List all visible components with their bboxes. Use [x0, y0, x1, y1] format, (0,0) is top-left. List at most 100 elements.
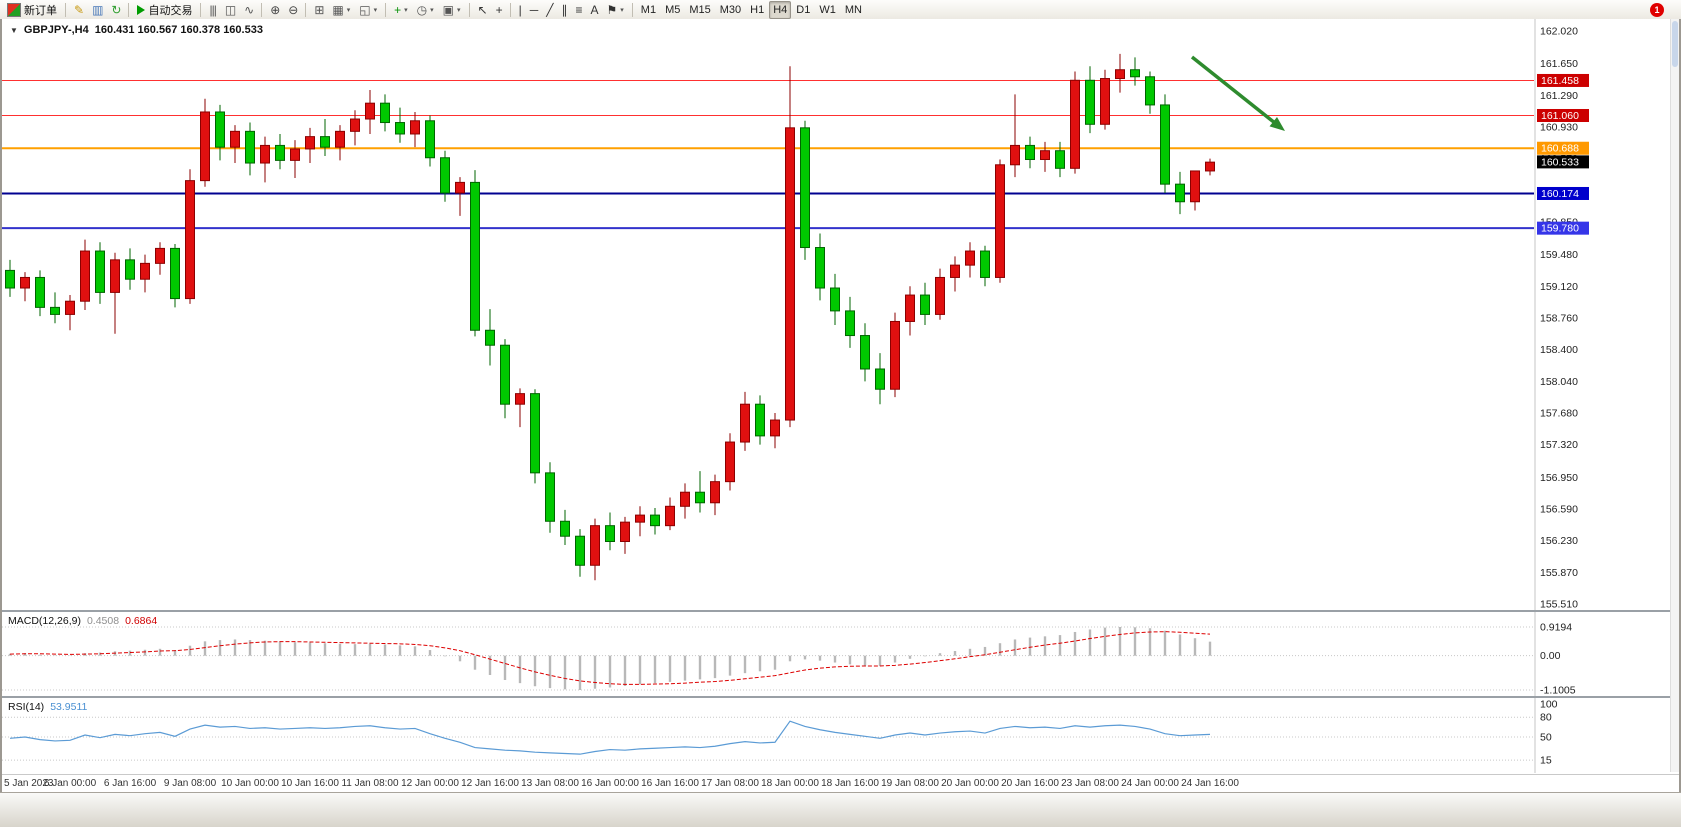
toolbar-separator	[128, 2, 130, 17]
auto-trading-button[interactable]: 自动交易	[133, 1, 196, 19]
svg-text:159.780: 159.780	[1541, 223, 1579, 235]
crosshair-button[interactable]: +	[492, 1, 506, 19]
autotrading-play-icon	[137, 4, 146, 15]
timeframe-h4[interactable]: H4	[769, 0, 792, 19]
candlestick-chart-button[interactable]: ◫	[221, 1, 239, 19]
timeframe-m1[interactable]: M1	[640, 3, 657, 16]
period-button[interactable]: ◷ ▾	[413, 1, 438, 19]
chart-dropdown-icon[interactable]: ▼	[10, 25, 18, 35]
dropdown-caret-icon: ▾	[404, 6, 408, 14]
crosshair-icon: +	[495, 2, 503, 17]
horizontal-line-button[interactable]: ─	[526, 1, 542, 19]
tile-windows-button[interactable]: ⊞	[310, 1, 327, 19]
trendline-button[interactable]: ╱	[542, 1, 556, 19]
template-button[interactable]: ▣ ▾	[439, 1, 465, 19]
new-order-icon	[7, 2, 21, 17]
time-axis: 5 Jan 2023 6 Jan 00:00 6 Jan 16:00 9 Jan 08…	[2, 774, 1679, 793]
rsi-scale-label: 80	[1540, 712, 1552, 724]
price-tick-label: 162.020	[1540, 26, 1578, 38]
bar-chart-button[interactable]: |||	[205, 1, 219, 19]
line-chart-button[interactable]: ∿	[240, 1, 257, 19]
timeframe-mn[interactable]: MN	[844, 3, 862, 16]
chart-symbol-period: GBPJPY-,H4	[23, 24, 89, 36]
panel-splitter[interactable]	[2, 610, 1679, 612]
price-tick-label: 155.870	[1540, 567, 1578, 579]
price-chart[interactable]: 162.020161.650161.290160.930160.570160.2…	[2, 19, 1679, 610]
zoom-out-button[interactable]: ⊖	[284, 1, 301, 19]
vertical-line-icon: |	[518, 2, 522, 17]
clock-icon: ◷	[416, 2, 428, 17]
vertical-scrollbar[interactable]	[1670, 19, 1679, 772]
chart-title: ▼ GBPJPY-,H4 160.431 160.567 160.378 160…	[10, 24, 263, 36]
svg-text:161.458: 161.458	[1541, 75, 1579, 87]
panel-splitter[interactable]	[2, 696, 1679, 698]
price-tick-label: 155.510	[1540, 599, 1578, 611]
dropdown-caret-icon: ▾	[346, 6, 351, 14]
price-tick-label: 157.320	[1540, 439, 1578, 451]
arrow-label-icon: ⚑	[606, 2, 618, 17]
vertical-line-button[interactable]: |	[515, 1, 525, 19]
horizontal-line-icon: ─	[529, 2, 538, 17]
timeframe-w1[interactable]: W1	[819, 3, 836, 16]
zoom-in-button[interactable]: ⊕	[266, 1, 283, 19]
text-button[interactable]: A	[587, 1, 602, 19]
price-tick-label: 158.040	[1540, 376, 1578, 388]
timeframe-m5[interactable]: M5	[665, 3, 681, 16]
rsi-scale-label: 50	[1540, 732, 1552, 744]
time-axis-label: 12 Jan 00:00	[401, 778, 459, 789]
price-tick-label: 161.650	[1540, 58, 1578, 70]
dropdown-caret-icon: ▾	[620, 6, 624, 14]
timeframe-m15[interactable]: M15	[689, 3, 711, 16]
toolbar-separator	[509, 2, 511, 17]
timeframe-toolbar: M1 M5 M15 M30 H1 H4 D1 W1 MN	[637, 0, 866, 19]
toolbar-separator	[631, 2, 633, 17]
fibonacci-button[interactable]: ≡	[571, 1, 585, 19]
macd-label: MACD(12,26,9)	[8, 615, 81, 627]
metaeditor-button[interactable]: ✎	[70, 1, 87, 19]
macd-main-value: 0.4508	[86, 615, 120, 627]
toolbar-separator	[200, 2, 202, 17]
rsi-label: RSI(14)	[8, 701, 45, 713]
svg-text:160.174: 160.174	[1541, 188, 1579, 200]
add-indicator-button[interactable]: + ▾	[390, 1, 412, 19]
zoom-in-icon: ⊕	[270, 2, 280, 17]
price-tick-label: 158.400	[1540, 344, 1578, 356]
arrange-windows-button[interactable]: ▦ ▾	[328, 1, 354, 19]
timeframe-m30[interactable]: M30	[719, 3, 742, 16]
time-axis-label: 9 Jan 08:00	[163, 778, 217, 789]
time-axis-label: 10 Jan 00:00	[221, 778, 279, 789]
trend-arrow[interactable]	[1190, 55, 1279, 127]
price-tick-label: 159.480	[1540, 249, 1578, 261]
refresh-button[interactable]: ↻	[107, 1, 124, 19]
cursor-button[interactable]: ↖	[474, 1, 491, 19]
price-level-label	[1537, 186, 1589, 200]
price-tick-label: 160.930	[1540, 121, 1578, 133]
arrows-button[interactable]: ⚑ ▾	[603, 1, 628, 19]
macd-panel[interactable]: 0.9194 0.00 -1.1005	[2, 612, 1679, 696]
template-icon: ▣	[442, 2, 454, 17]
channel-button[interactable]: ∥	[557, 1, 570, 19]
time-axis-label: 5 Jan 2023	[4, 778, 54, 789]
rsi-scale-label: 100	[1540, 699, 1558, 711]
scrollbar-thumb[interactable]	[1672, 21, 1678, 67]
toolbar-separator	[261, 2, 263, 17]
svg-text:161.060: 161.060	[1541, 110, 1579, 122]
macd-header: MACD(12,26,9) 0.4508 0.6864	[8, 615, 157, 627]
timeframe-h1[interactable]: H1	[750, 3, 765, 16]
rsi-scale-label: 15	[1540, 755, 1552, 767]
trend-arrow-head[interactable]	[1269, 116, 1285, 131]
cascade-windows-button[interactable]: ◱ ▾	[355, 1, 381, 19]
svg-text:160.533: 160.533	[1541, 156, 1579, 168]
notification-badge[interactable]: 1	[1650, 2, 1664, 17]
new-order-button[interactable]: 新订单	[3, 1, 61, 19]
metaeditor-icon: ✎	[74, 2, 84, 17]
add-indicator-icon: +	[394, 2, 401, 17]
timeframe-d1[interactable]: D1	[796, 3, 811, 16]
macd-histogram	[8, 626, 1212, 690]
price-level-label	[1537, 108, 1589, 122]
toolbar: 新订单 ✎ ▥ ↻ 自动交易 ||| ◫ ∿ ⊕ ⊖ ⊞ ▦ ▾ ◱ ▾ + ▾ ◷ ▾ ▣ ▾ ↖ + | ─ ╱ ∥ ≡ A ⚑ ▾ M…	[0, 0, 1681, 20]
new-chart-button[interactable]: ▥	[88, 1, 106, 19]
svg-text:160.688: 160.688	[1541, 143, 1579, 155]
price-tick-label: 156.230	[1540, 535, 1578, 547]
